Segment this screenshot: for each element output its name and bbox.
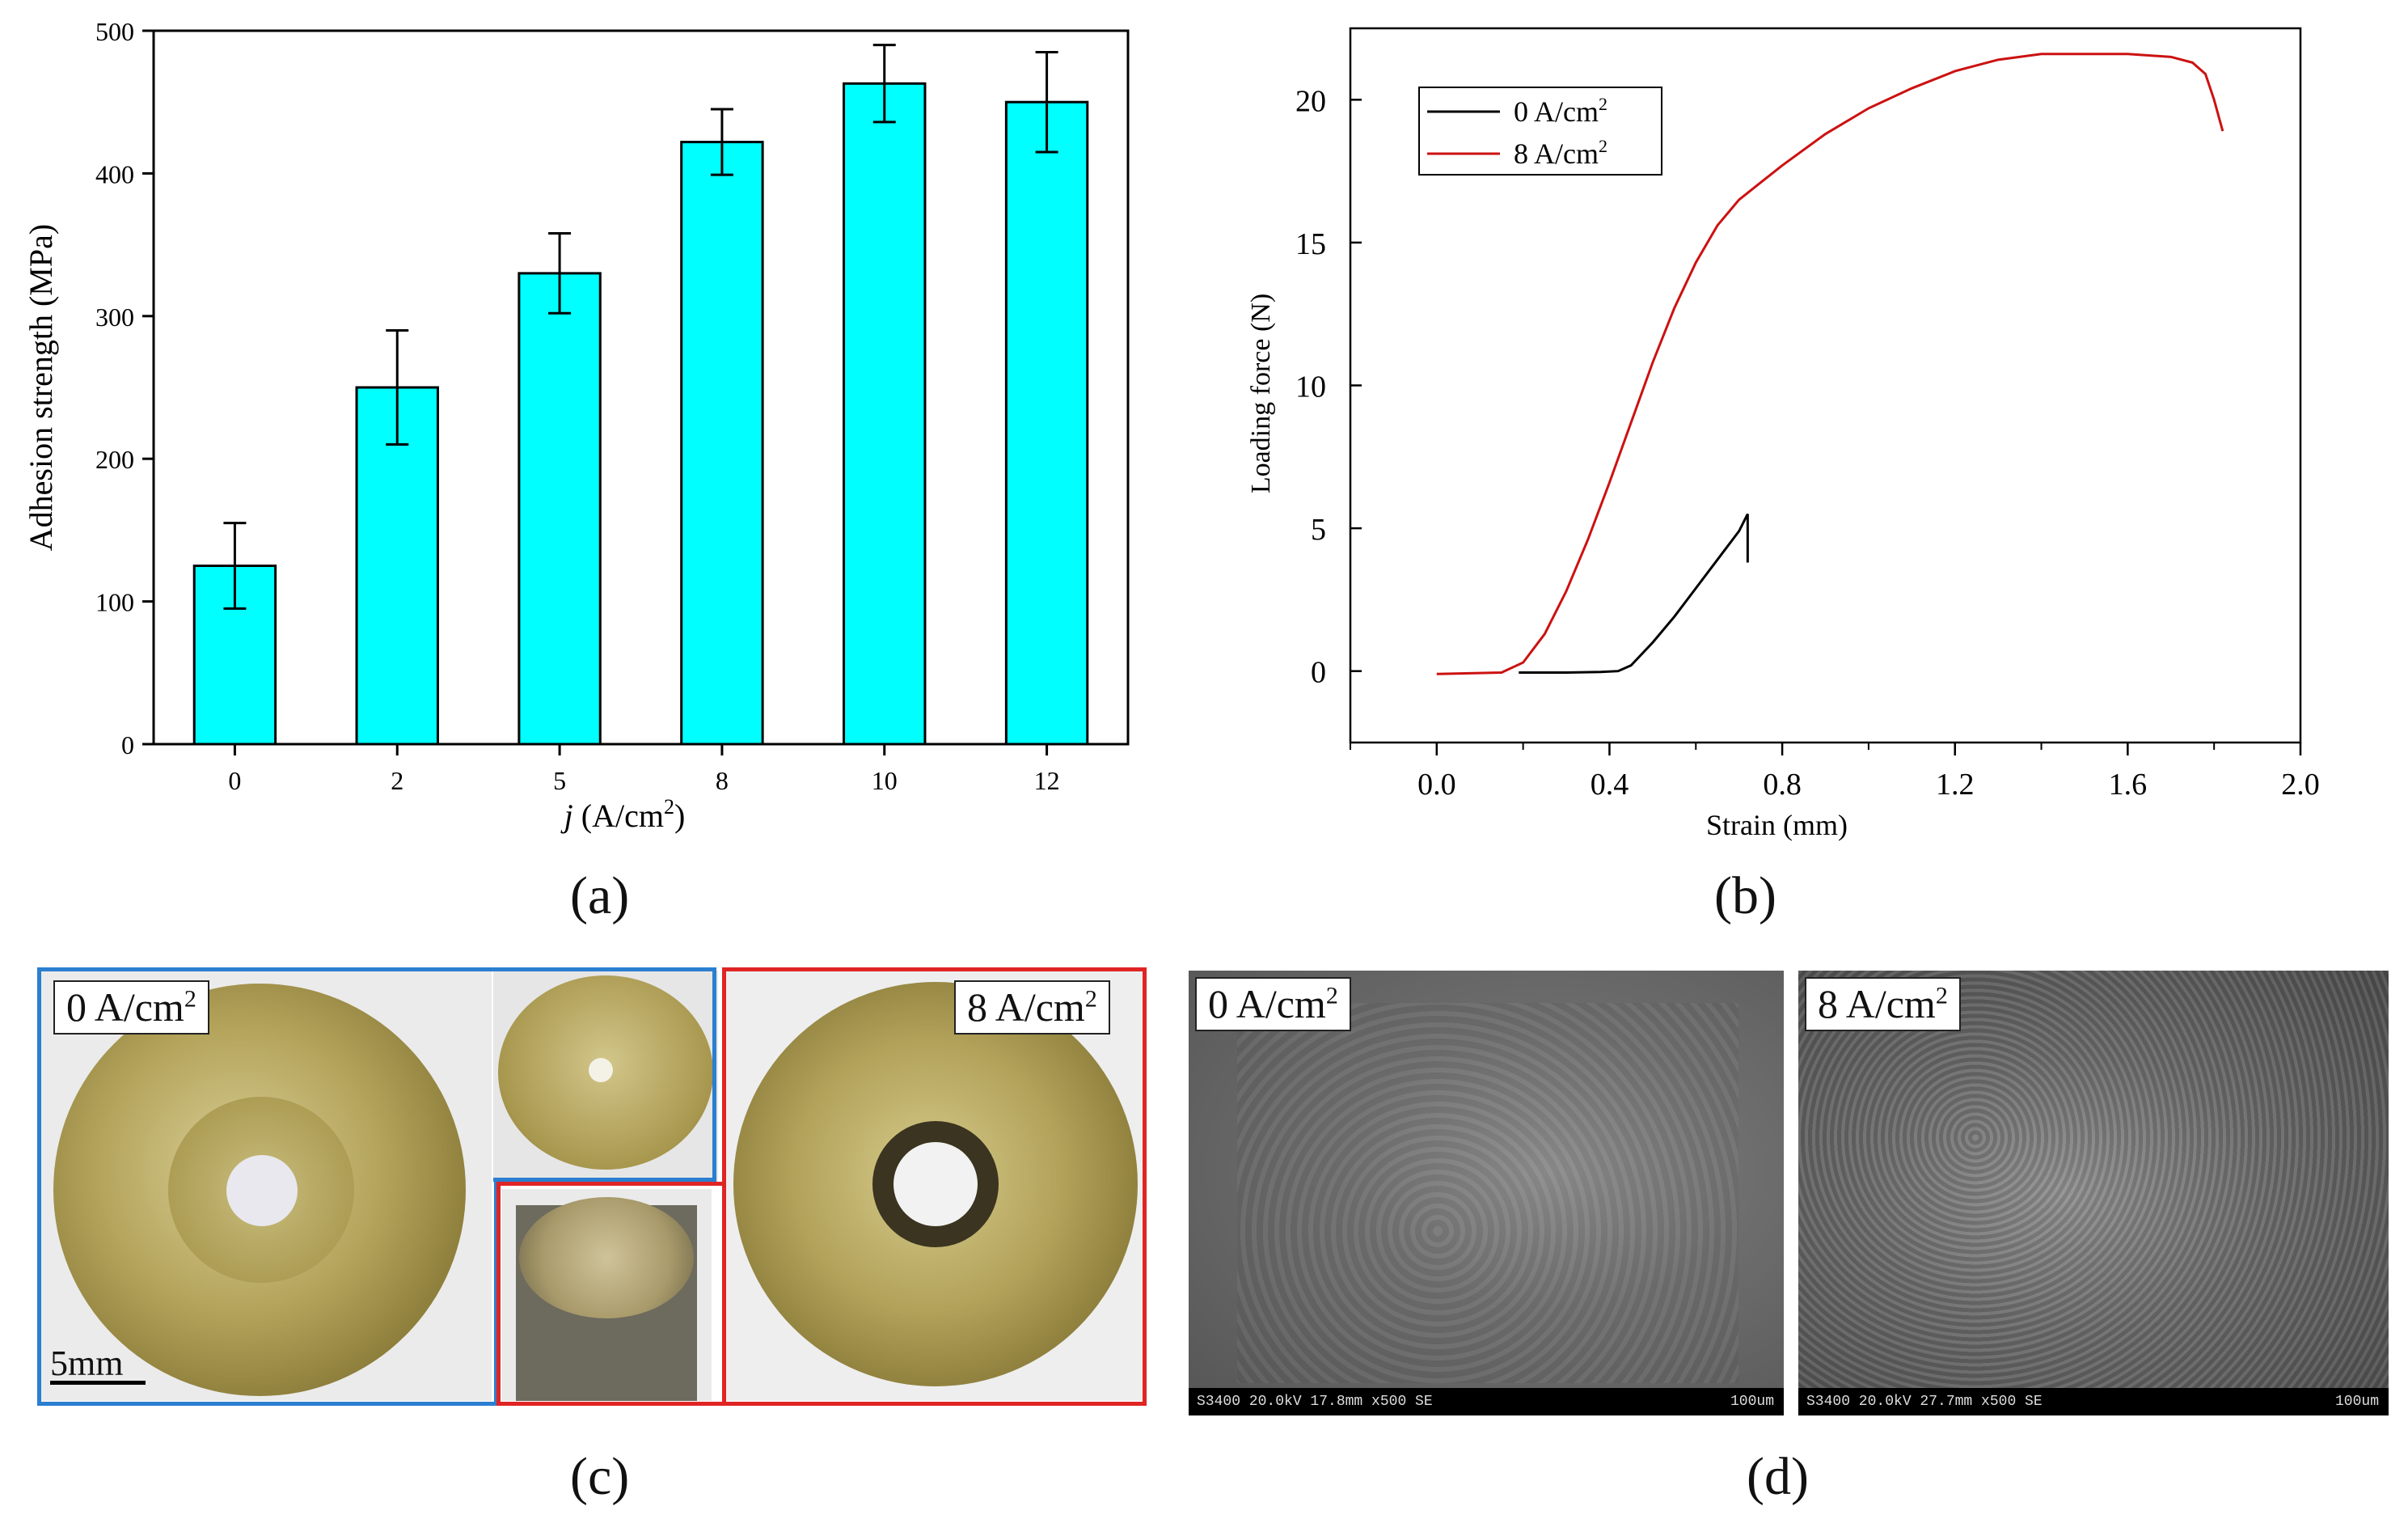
y-tick-label-b: 5 [1311, 513, 1326, 547]
y-tick-label-b: 10 [1295, 370, 1326, 404]
photo-pin-top-8 [501, 1189, 712, 1401]
plot-frame-a [152, 29, 1130, 746]
sem-label-8: 8 A/cm2 [1805, 977, 1961, 1031]
x-tick-label-a: 10 [872, 766, 898, 795]
scale-bar: 5mm [50, 1343, 147, 1385]
caption-b: (b) [1714, 866, 1776, 925]
x-tick-label-a: 8 [716, 766, 729, 795]
sem-info-bar-0: S3400 20.0kV 17.8mm x500 SE 100um [1189, 1388, 1784, 1415]
sem-label-0: 0 A/cm2 [1195, 977, 1351, 1031]
photo-pin-top-0 [493, 971, 718, 1183]
x-tick-label-a: 0 [228, 766, 241, 795]
x-tick-label-a: 2 [391, 766, 403, 795]
x-tick-label-b: 2.0 [2281, 768, 2320, 802]
photo-disc-8 [722, 971, 1144, 1401]
y-tick-label-b: 20 [1295, 84, 1326, 118]
photo-label-8: 8 A/cm2 [954, 980, 1110, 1035]
bar [843, 82, 927, 746]
x-tick-label-b: 0.8 [1763, 768, 1802, 802]
y-tick-label-a: 300 [95, 303, 134, 332]
sem-info-bar-8: S3400 20.0kV 27.7mm x500 SE 100um [1798, 1388, 2389, 1415]
y-tick-label-a: 400 [95, 159, 134, 188]
x-axis-label-a: j (A/cm2) [560, 795, 686, 834]
y-axis-label-b: Loading force (N) [1246, 294, 1276, 493]
line-chart-loading-force: 0 5 10 15 20 0.0 0.4 0.8 1.2 1.6 2.0 0 A/cm2 8 A/cm2… [1246, 27, 2320, 841]
photo-label-0: 0 A/cm2 [53, 980, 209, 1035]
x-tick-label-b: 0.4 [1591, 768, 1629, 802]
legend-label: 8 A/cm2 [1514, 136, 1607, 170]
bar [680, 141, 764, 746]
frame-blue-0-lower [37, 1178, 498, 1406]
legend-b: 0 A/cm2 8 A/cm2 [1418, 87, 1662, 176]
frame-blue-0 [37, 967, 716, 1179]
bar [518, 272, 602, 746]
y-tick-label-a: 500 [95, 17, 134, 46]
x-tick-label-a: 5 [553, 766, 566, 795]
frame-red-lower [496, 1182, 726, 1406]
frame-red-8 [722, 967, 1147, 1406]
bar [355, 386, 439, 746]
x-tick-label-a: 12 [1034, 766, 1060, 795]
sem-image-8: S3400 20.0kV 27.7mm x500 SE 100um [1798, 971, 2389, 1415]
caption-a: (a) [570, 866, 630, 925]
frame-blue-mid [493, 1178, 716, 1182]
y-axis-label-a: Adhesion strength (MPa) [23, 224, 59, 551]
caption-d: (d) [1747, 1447, 1809, 1506]
x-axis-label-b: Strain (mm) [1706, 809, 1848, 841]
x-tick-label-b: 0.0 [1417, 768, 1456, 802]
caption-c: (c) [570, 1447, 630, 1506]
y-tick-label-a: 0 [121, 730, 134, 760]
y-tick-label-b: 0 [1311, 656, 1326, 690]
legend-label: 0 A/cm2 [1514, 94, 1607, 128]
legend-box [1418, 87, 1662, 176]
y-tick-label-b: 15 [1295, 227, 1326, 261]
x-tick-label-b: 1.6 [2109, 768, 2148, 802]
y-tick-label-a: 100 [95, 588, 134, 617]
y-tick-label-a: 200 [95, 445, 134, 474]
photo-disc-0 [39, 969, 492, 1401]
bar-chart-adhesion: 0 100 200 300 400 500 0 2 5 8 10 12 Adhesion strengt… [23, 17, 1130, 834]
series-line-1 [1436, 53, 2224, 675]
x-tick-label-b: 1.2 [1936, 768, 1975, 802]
series-line-0 [1519, 513, 1749, 674]
bar [1004, 100, 1089, 746]
sem-image-0: S3400 20.0kV 17.8mm x500 SE 100um [1189, 971, 1784, 1415]
